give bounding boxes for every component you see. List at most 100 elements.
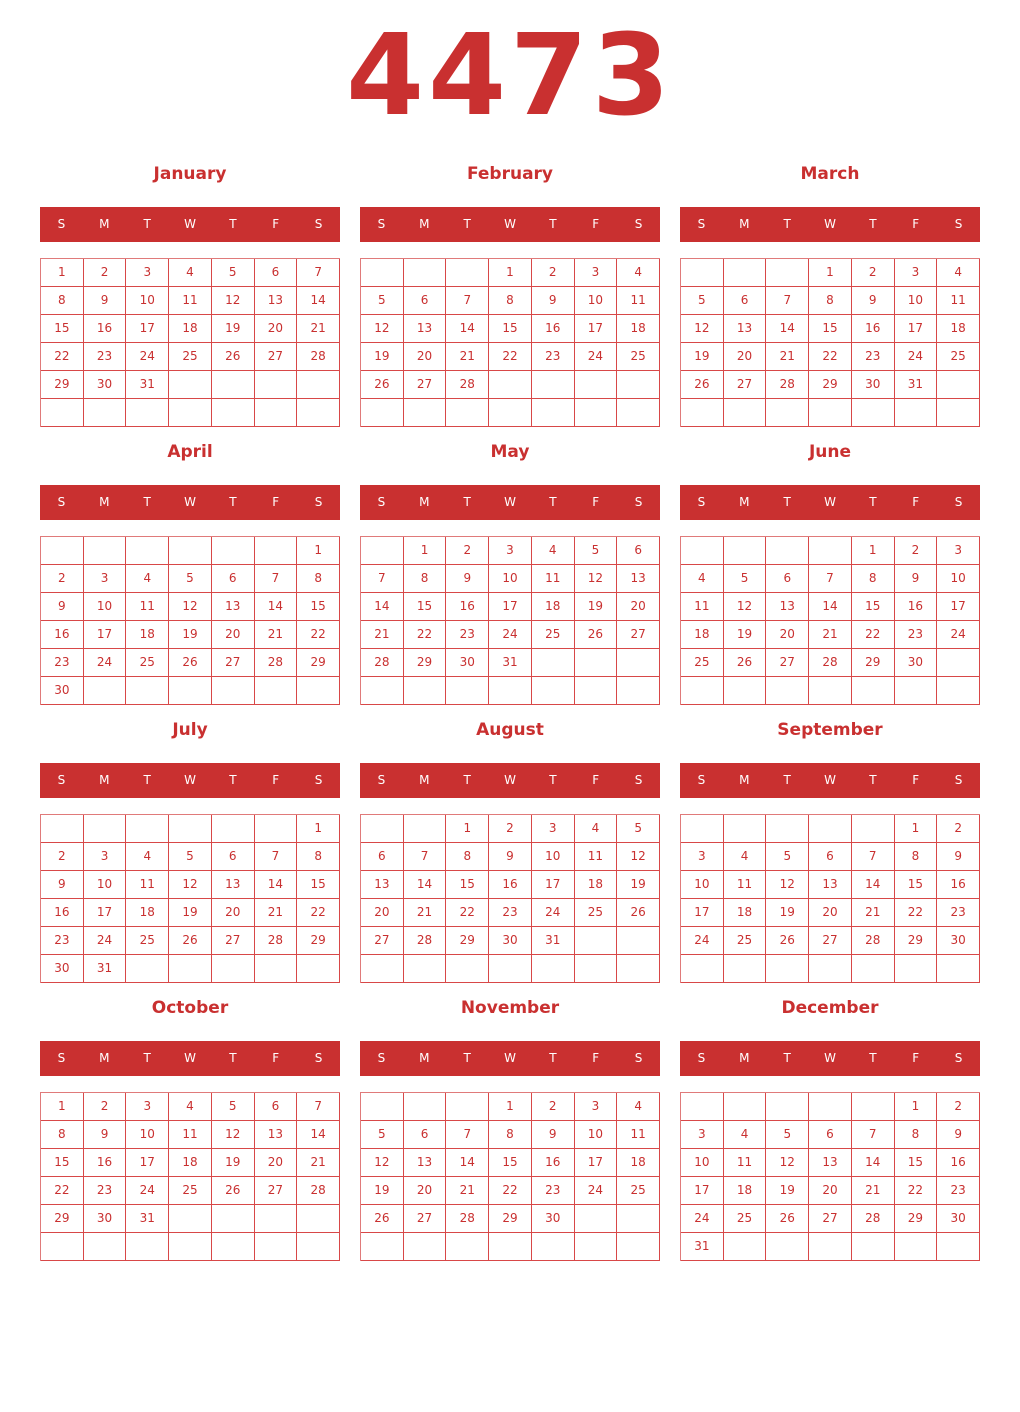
weekday-label: S <box>377 495 386 509</box>
day-cell: 2 <box>937 1093 980 1121</box>
empty-cell <box>681 1093 724 1121</box>
day-cell: 11 <box>574 843 618 871</box>
day-cell: 20 <box>211 899 255 927</box>
empty-cell <box>126 537 170 565</box>
empty-cell <box>723 259 767 287</box>
day-cell: 2 <box>41 565 84 593</box>
day-cell: 8 <box>446 843 490 871</box>
empty-cell <box>809 955 852 983</box>
weekday-label: T <box>783 495 791 509</box>
day-cell: 7 <box>446 1121 490 1149</box>
weekday-label: M <box>739 495 750 509</box>
day-cell: 19 <box>169 621 212 649</box>
empty-cell <box>723 537 767 565</box>
day-cell: 8 <box>851 565 895 593</box>
day-cell: 10 <box>681 1149 724 1177</box>
day-cell: 14 <box>809 593 852 621</box>
day-cell: 9 <box>83 1121 127 1149</box>
day-cell: 13 <box>254 1121 298 1149</box>
day-cell: 7 <box>254 843 298 871</box>
empty-cell <box>531 677 575 705</box>
empty-cell <box>809 815 852 843</box>
weekday-label: S <box>377 773 386 787</box>
empty-cell <box>169 1233 212 1261</box>
empty-cell <box>254 371 298 399</box>
day-cell: 6 <box>254 1093 298 1121</box>
day-cell: 1 <box>851 537 895 565</box>
month-february: February S M T W T F S 1 2 3 4 5 6 7 8 9 10 11 12 13 14 15 16 17… <box>360 159 660 427</box>
weekday-label: S <box>634 773 643 787</box>
day-cell: 17 <box>681 1177 724 1205</box>
day-cell: 10 <box>489 565 532 593</box>
day-cell: 6 <box>211 565 255 593</box>
month-july: July S M T W T F S 1 2 3 4 5 6 7 8 9 10 11 12 13 14 15 16 17 18 19… <box>40 715 340 983</box>
day-cell: 24 <box>489 621 532 649</box>
day-cell: 15 <box>489 315 532 343</box>
empty-cell <box>937 1233 980 1261</box>
weekday-label: W <box>184 1051 196 1065</box>
empty-cell <box>617 1233 660 1261</box>
day-cell: 8 <box>403 565 447 593</box>
day-cell: 22 <box>894 1177 938 1205</box>
day-cell: 18 <box>723 899 767 927</box>
day-cell: 9 <box>446 565 490 593</box>
day-cell: 16 <box>531 315 575 343</box>
day-cell: 8 <box>894 1121 938 1149</box>
day-cell: 4 <box>617 1093 660 1121</box>
day-cell: 20 <box>254 1149 298 1177</box>
day-cell: 18 <box>169 1149 212 1177</box>
day-cell: 31 <box>126 1205 170 1233</box>
month-name: April <box>167 442 213 462</box>
empty-cell <box>723 399 767 427</box>
day-cell: 24 <box>83 927 127 955</box>
month-name: October <box>151 998 229 1018</box>
empty-cell <box>403 259 447 287</box>
day-cell: 15 <box>297 871 340 899</box>
day-cell: 27 <box>403 371 447 399</box>
weekday-label: T <box>869 495 877 509</box>
day-cell: 21 <box>254 899 298 927</box>
month-november: November S M T W T F S 1 2 3 4 5 6 7 8 9 10 11 12 13 14 15 16 17… <box>360 993 660 1261</box>
day-cell: 16 <box>531 1149 575 1177</box>
empty-cell <box>83 815 127 843</box>
weekday-label: S <box>634 217 643 231</box>
day-cell: 10 <box>126 1121 170 1149</box>
day-cell: 3 <box>126 259 170 287</box>
weekday-label: M <box>419 495 430 509</box>
day-grid: 1 2 3 4 5 6 7 8 9 10 11 12 13 14 15 16 17 18 19 20 21 22 23 24 2… <box>40 258 340 427</box>
empty-cell <box>617 371 660 399</box>
empty-cell <box>446 955 490 983</box>
empty-cell <box>766 1093 810 1121</box>
day-cell: 28 <box>766 371 810 399</box>
day-cell: 28 <box>361 649 404 677</box>
day-cell: 11 <box>531 565 575 593</box>
day-cell: 2 <box>894 537 938 565</box>
day-cell: 1 <box>297 537 340 565</box>
day-cell: 22 <box>489 343 532 371</box>
empty-cell <box>851 399 895 427</box>
day-cell: 19 <box>361 343 404 371</box>
weekday-label: F <box>592 773 600 787</box>
day-cell: 3 <box>681 1121 724 1149</box>
weekday-label: M <box>739 1051 750 1065</box>
day-cell: 15 <box>41 315 84 343</box>
day-cell: 23 <box>489 899 532 927</box>
weekday-label: T <box>229 217 237 231</box>
day-cell: 6 <box>403 287 447 315</box>
day-cell: 30 <box>937 1205 980 1233</box>
empty-cell <box>489 955 532 983</box>
day-cell: 2 <box>446 537 490 565</box>
empty-cell <box>809 399 852 427</box>
weekday-label: W <box>824 217 836 231</box>
day-cell: 22 <box>894 899 938 927</box>
day-cell: 12 <box>766 871 810 899</box>
day-cell: 15 <box>41 1149 84 1177</box>
weekday-label: S <box>314 495 323 509</box>
day-cell: 29 <box>851 649 895 677</box>
weekday-label: T <box>463 217 471 231</box>
day-cell: 23 <box>83 343 127 371</box>
